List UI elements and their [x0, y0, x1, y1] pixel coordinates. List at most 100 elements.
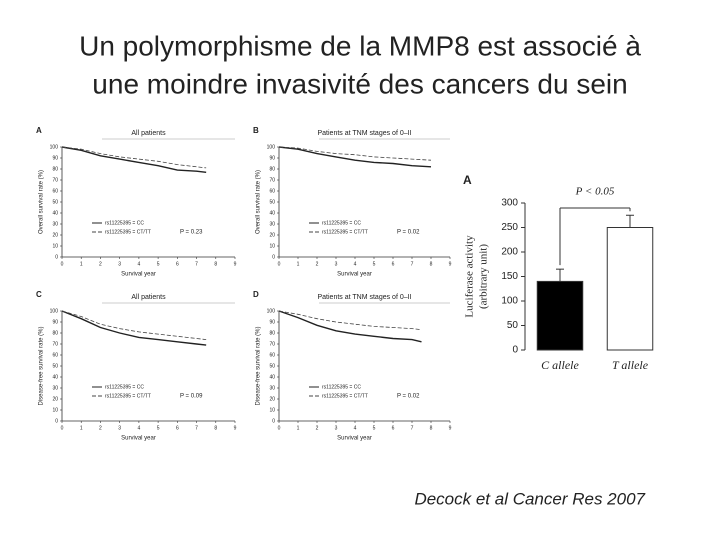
y-tick-label: 100 [501, 296, 518, 307]
p-value: P = 0.02 [397, 230, 420, 236]
y-tick-label: 80 [52, 330, 58, 336]
x-tick-label: 9 [449, 261, 452, 267]
x-tick-label: 4 [137, 425, 140, 431]
y-axis-label: Disease-free survival rate (%) [39, 326, 45, 405]
y-tick-label: 50 [52, 363, 58, 369]
x-tick-label: 2 [99, 261, 102, 267]
chart-title: All patients [131, 294, 166, 301]
chart-title: Patients at TNM stages of 0–II [317, 130, 411, 137]
x-tick-label: 2 [316, 261, 319, 267]
x-axis-label: Survival year [337, 272, 372, 278]
survival-curve [278, 310, 422, 343]
y-tick-label: 90 [269, 155, 275, 161]
survival-curve [278, 310, 422, 331]
x-tick-label: 0 [61, 261, 64, 267]
survival-curve [61, 146, 207, 169]
y-tick-label: 60 [52, 352, 58, 358]
y-tick-label: 0 [512, 345, 518, 356]
y-tick-label: 10 [269, 407, 275, 413]
x-axis-label: Survival year [337, 436, 372, 442]
x-tick-label: 8 [214, 425, 217, 431]
x-tick-label: 5 [157, 261, 160, 267]
x-tick-label: 6 [176, 261, 179, 267]
y-tick-label: 70 [269, 341, 275, 347]
y-tick-label: 100 [50, 308, 59, 314]
y-tick-label: 30 [269, 385, 275, 391]
p-value: P < 0.05 [575, 186, 615, 198]
y-tick-label: 70 [269, 177, 275, 183]
x-tick-label: 5 [157, 425, 160, 431]
x-tick-label: 0 [61, 425, 64, 431]
y-tick-label: 50 [507, 320, 519, 331]
x-tick-label: 0 [278, 261, 281, 267]
survival-curve [61, 310, 207, 340]
x-tick-label: 7 [411, 261, 414, 267]
y-tick-label: 250 [501, 222, 518, 233]
p-value: P = 0.09 [180, 394, 203, 400]
x-tick-label: 5 [373, 261, 376, 267]
y-tick-label: 20 [52, 232, 58, 238]
survival-curve [278, 146, 432, 168]
panel-letter: D [253, 290, 259, 299]
y-tick-label: 20 [269, 232, 275, 238]
y-axis-label: Overall survival rate (%) [256, 170, 262, 234]
y-tick-label: 10 [52, 243, 58, 249]
y-tick-label: 40 [269, 210, 275, 216]
y-tick-label: 60 [269, 188, 275, 194]
legend-label: rs11225395 = CC [105, 384, 144, 390]
x-tick-label: 3 [335, 425, 338, 431]
x-tick-label: 7 [411, 425, 414, 431]
x-tick-label: 9 [449, 425, 452, 431]
x-tick-label: 4 [137, 261, 140, 267]
y-tick-label: 50 [269, 199, 275, 205]
x-tick-label: 8 [214, 261, 217, 267]
x-tick-label: 9 [234, 261, 237, 267]
x-tick-label: 6 [176, 425, 179, 431]
chart-title: All patients [131, 130, 166, 137]
x-tick-label: T allele [612, 358, 649, 372]
x-tick-label: 7 [195, 261, 198, 267]
x-tick-label: 3 [118, 261, 121, 267]
x-tick-label: C allele [541, 358, 579, 372]
y-axis-label: Luciferase activity [464, 235, 476, 318]
y-tick-label: 90 [52, 155, 58, 161]
survival-curve [278, 146, 432, 161]
x-tick-label: 1 [80, 261, 83, 267]
x-tick-label: 3 [118, 425, 121, 431]
x-tick-label: 9 [234, 425, 237, 431]
legend-label: rs11225395 = CT/TT [322, 229, 368, 235]
y-tick-label: 0 [55, 254, 58, 260]
y-tick-label: 40 [269, 374, 275, 380]
y-tick-label: 0 [272, 418, 275, 424]
x-tick-label: 4 [354, 425, 357, 431]
legend-label: rs11225395 = CC [322, 220, 361, 226]
x-tick-label: 6 [392, 261, 395, 267]
y-tick-label: 90 [52, 319, 58, 325]
citation: Decock et al Cancer Res 2007 [414, 489, 645, 508]
x-axis-label: Survival year [121, 436, 156, 442]
y-tick-label: 40 [52, 374, 58, 380]
y-tick-label: 200 [501, 247, 518, 258]
panel-letter: A [36, 126, 42, 135]
legend-label: rs11225395 = CC [105, 220, 144, 226]
y-tick-label: 100 [267, 308, 276, 314]
y-tick-label: 50 [52, 199, 58, 205]
legend-label: rs11225395 = CT/TT [322, 393, 368, 399]
x-tick-label: 1 [297, 261, 300, 267]
legend-label: rs11225395 = CT/TT [105, 393, 151, 399]
x-axis-label: Survival year [121, 272, 156, 278]
bar [606, 227, 654, 351]
y-tick-label: 70 [52, 177, 58, 183]
y-tick-label: 30 [269, 221, 275, 227]
y-tick-label: 300 [501, 198, 518, 209]
survival-curve [61, 310, 207, 346]
x-tick-label: 2 [99, 425, 102, 431]
y-tick-label: 80 [269, 330, 275, 336]
y-tick-label: 10 [52, 407, 58, 413]
y-tick-label: 150 [501, 271, 518, 282]
y-tick-label: 20 [269, 396, 275, 402]
x-tick-label: 3 [335, 261, 338, 267]
x-tick-label: 7 [195, 425, 198, 431]
